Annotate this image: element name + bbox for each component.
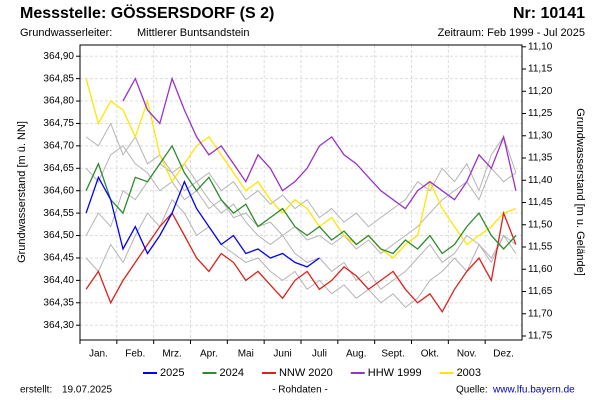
- y-tick-label: 364,80: [43, 96, 74, 107]
- y2-tick-label: 11,10: [528, 41, 553, 52]
- y-tick-label: 364,30: [43, 320, 74, 331]
- created-date: 19.07.2025: [62, 385, 112, 396]
- legend-label: HHW 1999: [368, 367, 422, 379]
- source-label: Quelle:: [456, 385, 488, 396]
- x-tick-label: Okt.: [421, 349, 439, 360]
- station-number: Nr: 10141: [513, 5, 585, 22]
- source-link[interactable]: www.lfu.bayern.de: [492, 385, 575, 396]
- y2-tick-label: 11,45: [528, 197, 553, 208]
- aquifer-label: Grundwasserleiter:: [20, 27, 112, 39]
- legend-label: 2003: [457, 367, 481, 379]
- x-tick-label: Jan.: [89, 349, 108, 360]
- legend-label: NNW 2020: [279, 367, 333, 379]
- x-tick-label: Aug.: [346, 349, 367, 360]
- history-line: [85, 145, 517, 255]
- y-tick-label: 364,55: [43, 208, 74, 219]
- y2-tick-label: 11,15: [528, 64, 553, 75]
- x-tick-label: Apr.: [200, 349, 218, 360]
- x-tick-label: Sept.: [381, 349, 404, 360]
- x-tick-label: Juni: [273, 349, 291, 360]
- y-tick-label: 364,90: [43, 51, 74, 62]
- y2-tick-label: 11,35: [528, 153, 553, 164]
- y-tick-label: 364,45: [43, 253, 74, 264]
- legend-label: 2025: [160, 367, 184, 379]
- x-tick-label: Juli: [312, 349, 327, 360]
- y2-tick-label: 11,60: [528, 264, 553, 275]
- y2-tick-label: 11,75: [528, 331, 553, 342]
- x-tick-label: Dez.: [493, 349, 514, 360]
- series-line: [85, 175, 320, 268]
- chart-title: Messstelle: GÖSSERSDORF (S 2): [20, 3, 274, 22]
- y2-tick-label: 11,40: [528, 175, 553, 186]
- y2-axis-label: Grundwasserstand [m u. Gelände]: [574, 108, 586, 276]
- series-line: [122, 76, 517, 210]
- y-tick-label: 364,75: [43, 118, 74, 129]
- y-tick-label: 364,50: [43, 230, 74, 241]
- y-tick-label: 364,40: [43, 275, 74, 286]
- y2-tick-label: 11,30: [528, 130, 553, 141]
- y2-tick-label: 11,55: [528, 242, 553, 253]
- series-line: [85, 210, 517, 314]
- x-tick-label: Feb.: [125, 349, 145, 360]
- x-tick-label: Mai: [238, 349, 254, 360]
- y2-tick-label: 11,20: [528, 86, 553, 97]
- y-tick-label: 364,65: [43, 163, 74, 174]
- period: Zeitraum: Feb 1999 - Jul 2025: [438, 27, 585, 39]
- y2-tick-label: 11,50: [528, 219, 553, 230]
- series-line: [85, 78, 517, 259]
- legend-label: 2024: [219, 367, 243, 379]
- x-tick-label: Nov.: [457, 349, 477, 360]
- data-note: - Rohdaten -: [272, 385, 328, 396]
- y-tick-label: 364,35: [43, 297, 74, 308]
- y-tick-label: 364,60: [43, 185, 74, 196]
- created-label: erstellt:: [20, 385, 52, 396]
- aquifer: Mittlerer Buntsandstein: [137, 27, 250, 39]
- x-tick-label: Mrz.: [162, 349, 181, 360]
- y2-tick-label: 11,65: [528, 286, 553, 297]
- history-line: [85, 198, 517, 308]
- y2-tick-label: 11,70: [528, 308, 553, 319]
- plot-frame: [79, 44, 523, 341]
- y-tick-label: 364,85: [43, 73, 74, 84]
- y-tick-label: 364,70: [43, 141, 74, 152]
- y2-tick-label: 11,25: [528, 108, 553, 119]
- y-axis-label: Grundwasserstand [m ü. NN]: [16, 121, 28, 263]
- series-line: [85, 144, 517, 255]
